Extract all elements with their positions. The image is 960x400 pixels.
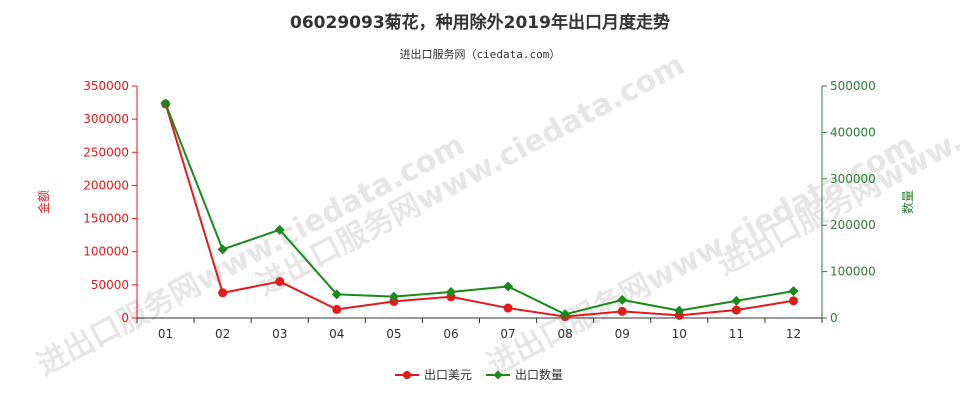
chart-subtitle: 进出口服务网（ciedata.com） <box>399 48 561 61</box>
series-2-point-09 <box>617 294 628 305</box>
y-left-tick-label-3: 150000 <box>83 212 129 226</box>
y-left-tick-label-0: 0 <box>121 311 129 325</box>
x-tick-label-11: 11 <box>729 327 744 341</box>
legend-label-2: 出口数量 <box>515 367 563 382</box>
x-tick-label-05: 05 <box>386 327 401 341</box>
x-tick-label-04: 04 <box>329 327 344 341</box>
series-1-point-07 <box>503 303 513 313</box>
x-tick-label-02: 02 <box>215 327 230 341</box>
series-2-point-05 <box>388 291 399 302</box>
series-2-point-06 <box>445 287 456 298</box>
series-2-point-07 <box>503 281 514 292</box>
x-tick-label-10: 10 <box>672 327 687 341</box>
series-2-point-01 <box>160 98 171 109</box>
series-2-point-03 <box>274 224 285 235</box>
legend-marker-2 <box>493 370 503 380</box>
y-right-tick-label-5: 500000 <box>830 79 876 93</box>
legend-label-1: 出口美元 <box>424 368 472 382</box>
series-1-point-11 <box>731 305 741 315</box>
series-2-point-04 <box>331 289 342 300</box>
y-right-tick-label-3: 300000 <box>830 172 876 186</box>
series-1-point-03 <box>275 277 285 287</box>
y-left-tick-label-7: 350000 <box>83 79 129 93</box>
series-line-2 <box>164 103 794 316</box>
y-right-tick-label-1: 100000 <box>830 265 876 279</box>
y-left-tick-label-6: 300000 <box>83 112 129 126</box>
series-2-point-11 <box>731 295 742 306</box>
x-tick-label-03: 03 <box>272 327 287 341</box>
x-tick-label-06: 06 <box>443 327 458 341</box>
series-1-point-04 <box>332 304 342 314</box>
y-right-axis-label: 数量 <box>900 190 915 214</box>
series-1-point-09 <box>617 306 627 316</box>
y-left-tick-label-4: 200000 <box>83 178 129 192</box>
series-1-point-12 <box>788 296 798 306</box>
y-left-tick-label-2: 100000 <box>83 245 129 259</box>
y-left-tick-label-1: 50000 <box>91 278 129 292</box>
series-2-point-08 <box>560 309 571 320</box>
series-2-point-10 <box>674 305 685 316</box>
series-line-1 <box>164 103 794 318</box>
y-left-tick-label-5: 250000 <box>83 145 129 159</box>
chart-title: 06029093菊花，种用除外2019年出口月度走势 <box>290 13 670 33</box>
y-left-axis-label: 金额 <box>36 190 51 214</box>
x-tick-label-01: 01 <box>158 327 173 341</box>
x-tick-label-12: 12 <box>786 327 801 341</box>
series-1-point-02 <box>218 288 228 298</box>
y-right-tick-label-0: 0 <box>830 311 838 325</box>
x-tick-label-07: 07 <box>500 327 515 341</box>
legend-marker-1 <box>403 371 411 379</box>
y-right-tick-label-4: 400000 <box>830 125 876 139</box>
series-2-point-12 <box>788 286 799 297</box>
x-tick-label-09: 09 <box>615 327 630 341</box>
y-right-tick-label-2: 200000 <box>830 218 876 232</box>
series-2-point-02 <box>217 244 228 255</box>
x-tick-label-08: 08 <box>557 327 572 341</box>
